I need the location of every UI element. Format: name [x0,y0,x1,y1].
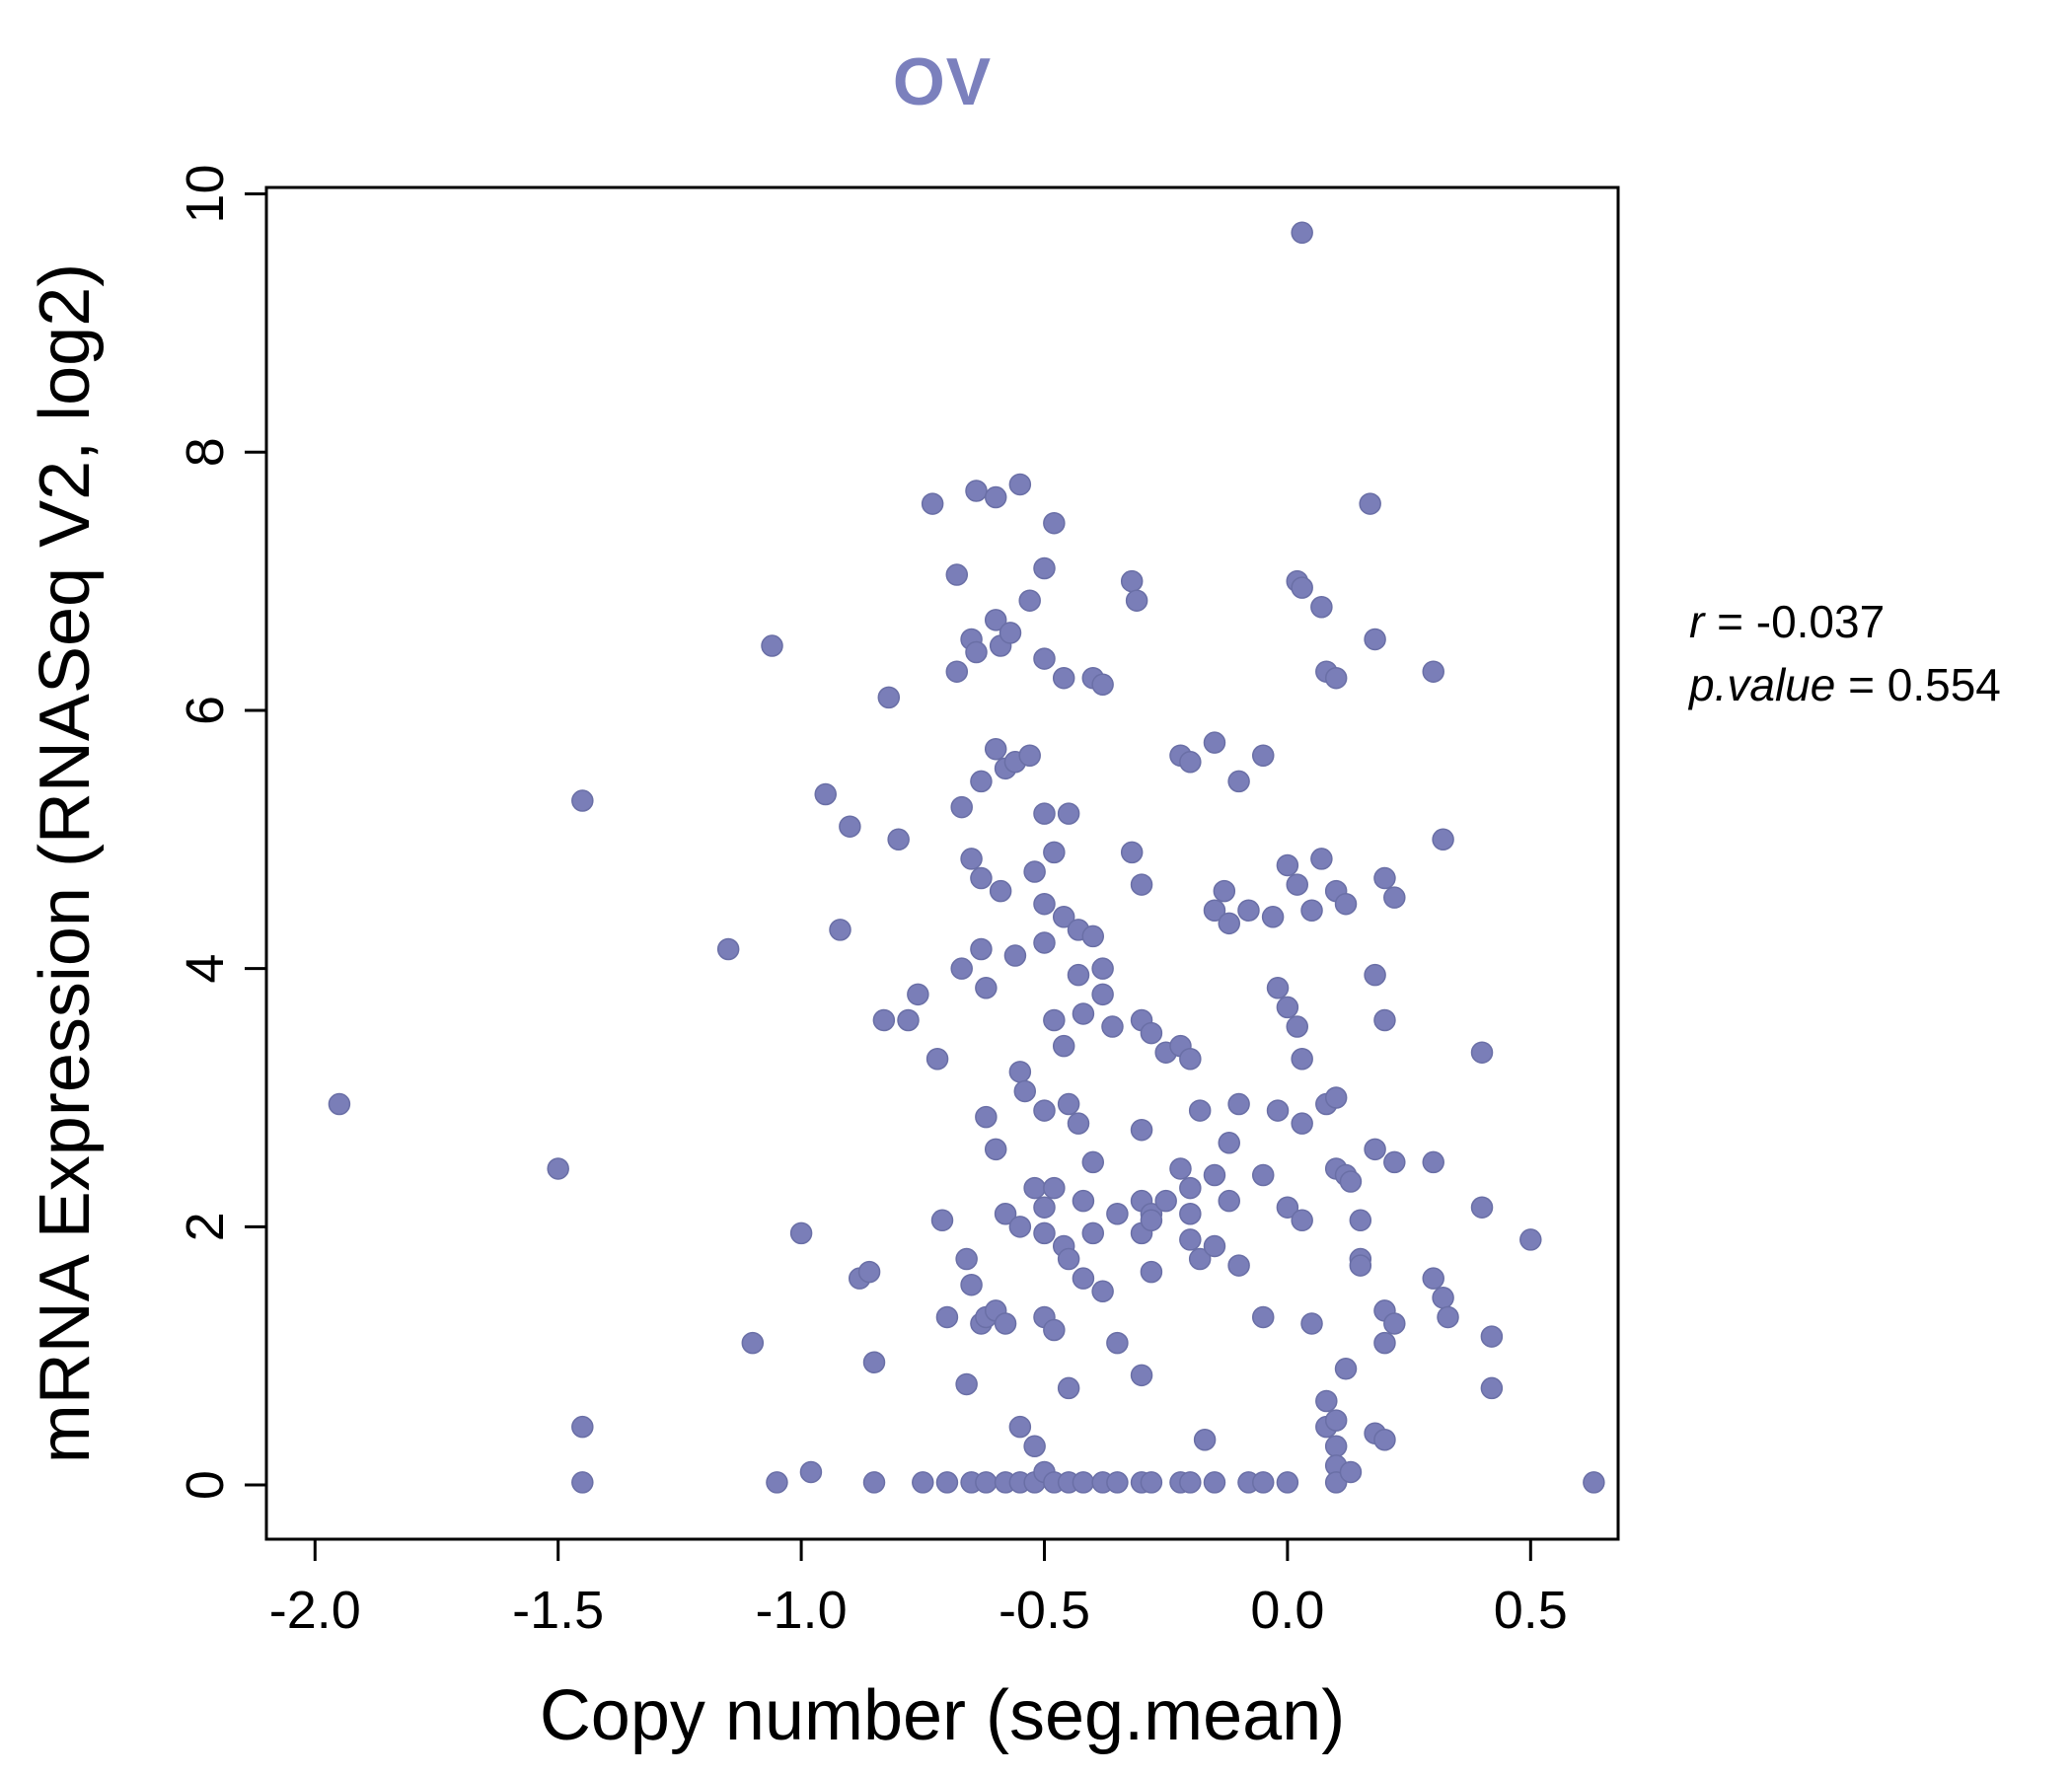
svg-text:-1.0: -1.0 [756,1581,848,1640]
svg-text:0.0: 0.0 [1250,1581,1324,1640]
svg-text:2: 2 [176,1212,235,1241]
chart-title: OV [892,44,993,119]
r-value-text: r = -0.037 [1689,596,1886,647]
svg-text:-0.5: -0.5 [999,1581,1090,1640]
svg-text:10: 10 [176,165,235,224]
svg-text:6: 6 [176,696,235,725]
x-axis-label: Copy number (seg.mean) [539,1676,1346,1755]
p-value-text: p.value = 0.554 [1689,659,2001,711]
correlation-annotation: r = -0.037 p.value = 0.554 [1689,590,2001,717]
svg-text:-2.0: -2.0 [269,1581,361,1640]
svg-text:-1.5: -1.5 [512,1581,604,1640]
svg-text:0.5: 0.5 [1494,1581,1568,1640]
svg-text:0: 0 [176,1470,235,1500]
svg-text:4: 4 [176,954,235,984]
svg-text:8: 8 [176,437,235,467]
y-axis-label: mRNA Expression (RNASeq V2, log2) [26,262,105,1464]
